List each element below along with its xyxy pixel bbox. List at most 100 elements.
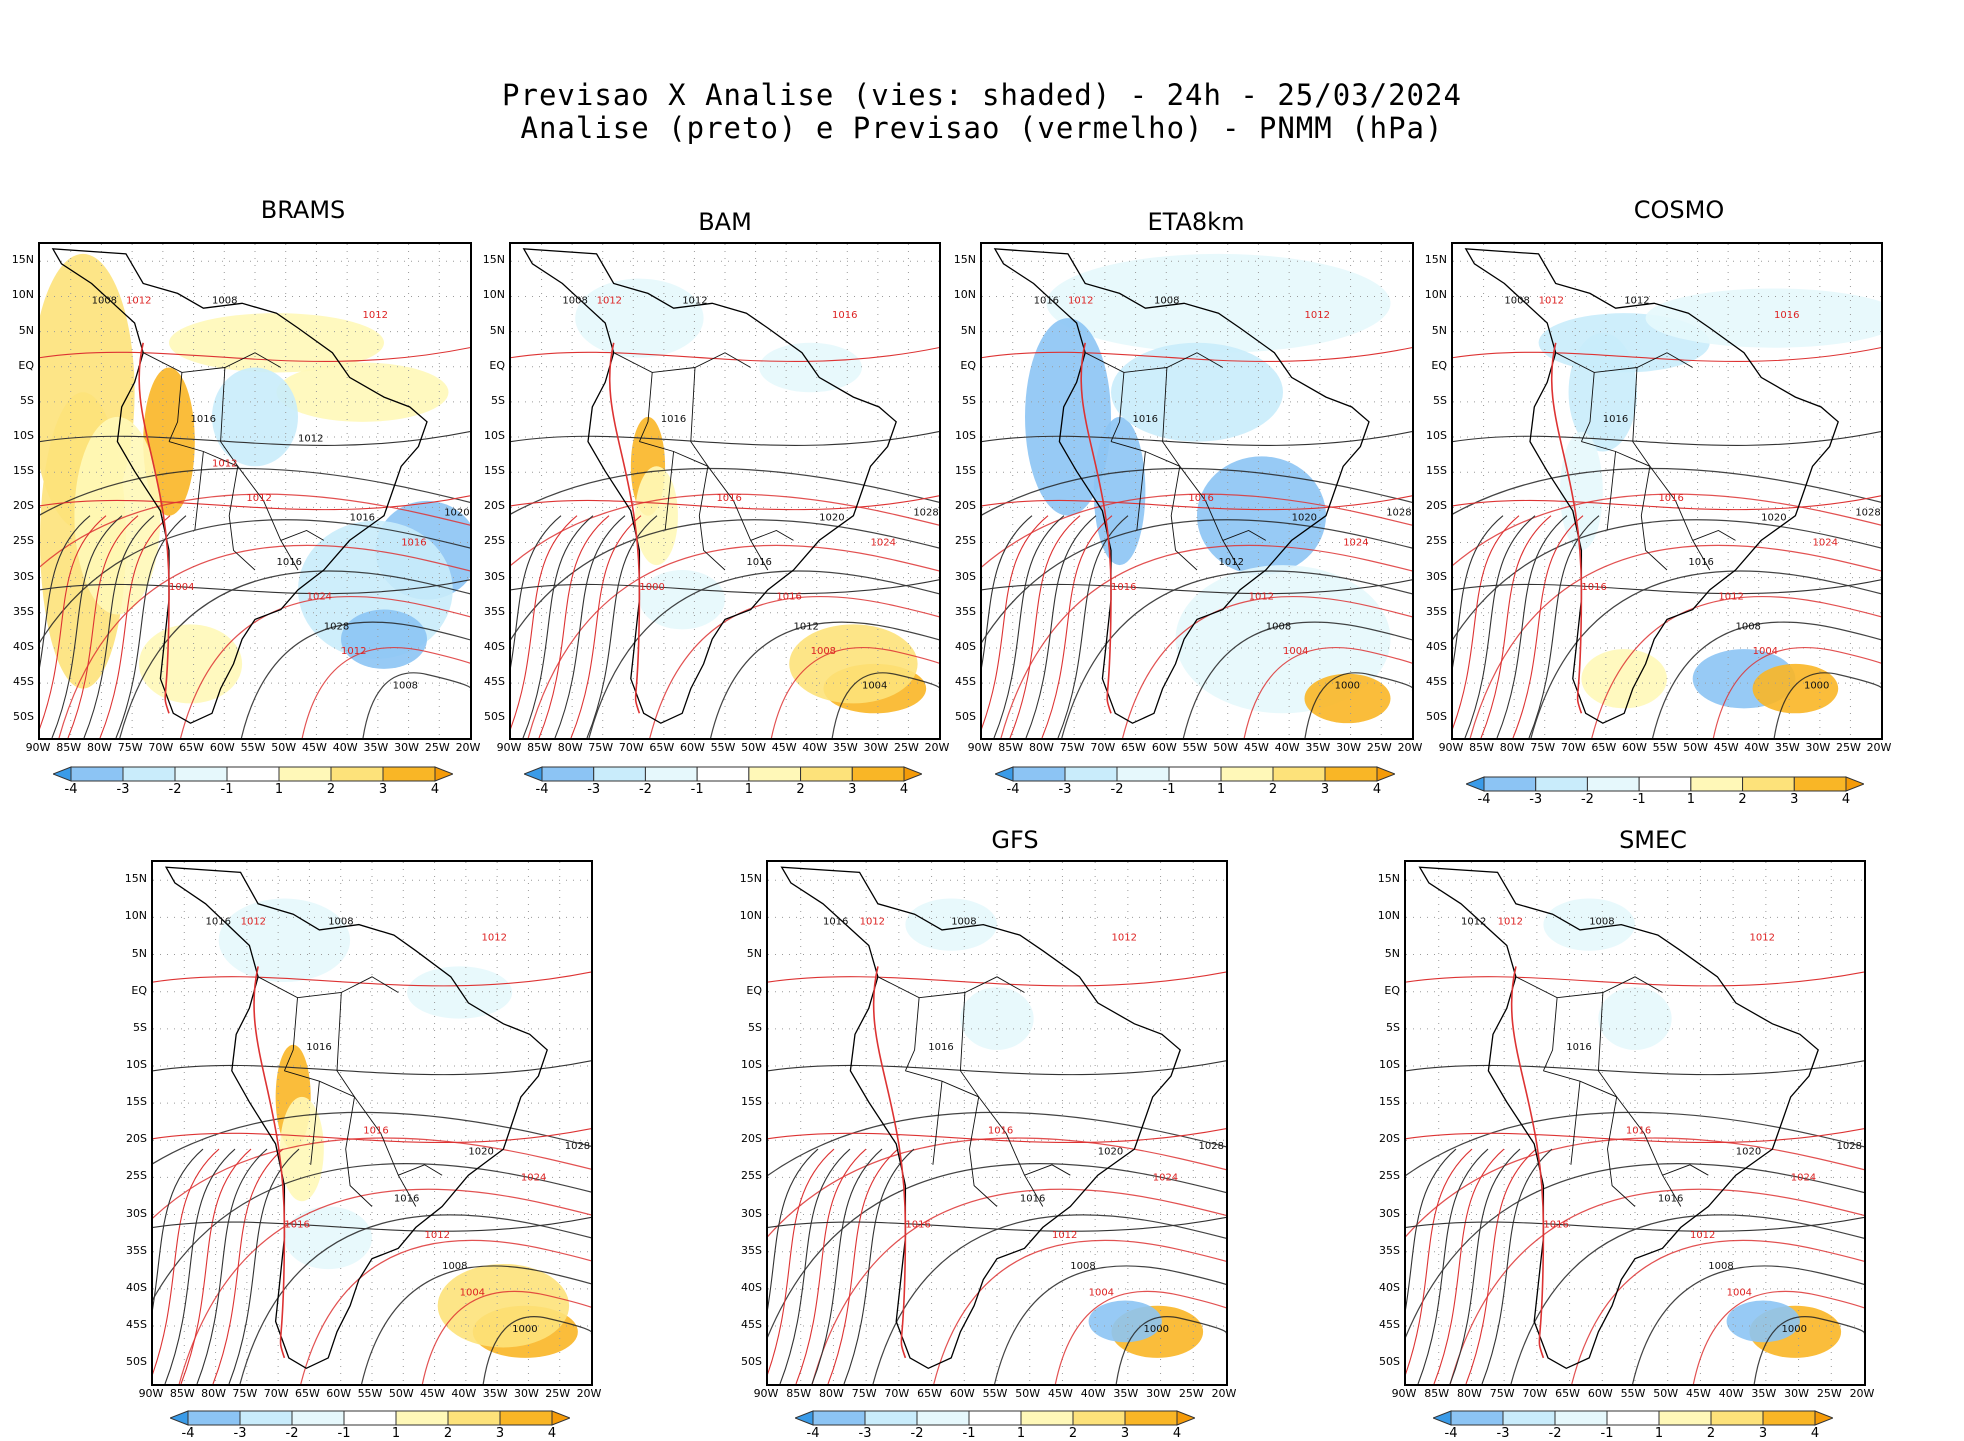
longitude-tick-label: 20W bbox=[1397, 741, 1423, 754]
latitude-tick-label: 5N bbox=[960, 323, 976, 337]
latitude-tick-label: 15N bbox=[1424, 253, 1447, 267]
latitude-tick-label: 45S bbox=[1426, 675, 1447, 689]
colorbar-arrow-right bbox=[1376, 766, 1397, 782]
longitude-tick-label: 65W bbox=[1121, 741, 1146, 754]
analysis-isobar bbox=[1182, 621, 1412, 738]
colorbar-label: 4 bbox=[547, 1426, 557, 1441]
isobar-label: 1016 bbox=[1603, 414, 1628, 425]
bias-shading bbox=[960, 987, 1034, 1050]
colorbar-segment bbox=[174, 766, 228, 782]
colorbar-arrow-left bbox=[522, 766, 543, 782]
colorbar-label: 3 bbox=[495, 1426, 505, 1441]
latitude-tick-label: EQ bbox=[131, 983, 147, 997]
forecast-isobar bbox=[1480, 515, 1552, 738]
analysis-isobar bbox=[511, 468, 939, 630]
forecast-isobar bbox=[770, 647, 939, 738]
latitude-tick-label: 45S bbox=[1379, 1317, 1400, 1331]
latitude-tick-label: 5S bbox=[962, 393, 976, 407]
analysis-isobar bbox=[1115, 1316, 1226, 1384]
coastline bbox=[51, 248, 428, 724]
isobar-label: 1016 bbox=[363, 1125, 388, 1136]
colorbar-label: -3 bbox=[1058, 782, 1072, 797]
colorbar-segment bbox=[1116, 766, 1170, 782]
isobar-label: 1004 bbox=[169, 582, 194, 593]
forecast-isobar bbox=[153, 1148, 220, 1375]
isobar-label: 1008 bbox=[1266, 621, 1291, 632]
analysis-isobar bbox=[40, 431, 470, 446]
isobar-label: 1012 bbox=[1068, 295, 1093, 306]
latitude-tick-label: 40S bbox=[126, 1280, 147, 1294]
latitude-tick-label: 45S bbox=[484, 675, 505, 689]
colorbar-segment bbox=[968, 1410, 1022, 1426]
isobar-label: 1012 bbox=[1624, 295, 1649, 306]
longitude-tick-label: 25W bbox=[1178, 1387, 1204, 1400]
colorbar bbox=[168, 1410, 572, 1430]
country-border bbox=[1543, 1070, 1682, 1207]
isobar-label: 1012 bbox=[597, 295, 622, 306]
analysis-isobar bbox=[843, 1148, 915, 1384]
analysis-isobar bbox=[40, 515, 91, 668]
longitude-tick-label: 20W bbox=[1849, 1387, 1875, 1400]
longitude-tick-label: 20W bbox=[1211, 1387, 1237, 1400]
latitude-tick-label: 15S bbox=[13, 464, 34, 478]
colorbar-segment bbox=[395, 1410, 449, 1426]
colorbar-segment bbox=[1124, 1410, 1178, 1426]
country-border bbox=[1136, 451, 1146, 531]
latitude-tick-label: 40S bbox=[13, 639, 34, 653]
latitude-tick-label: 10N bbox=[482, 288, 505, 302]
longitude-tick-label: 65W bbox=[294, 1387, 320, 1400]
isobar-label: 1000 bbox=[639, 582, 664, 593]
latitude-tick-label: 35S bbox=[955, 604, 976, 618]
map-frame: 1008 1012 1012 1016 1016 1016 1020 1024 1028 1016… bbox=[509, 242, 941, 740]
colorbar-label: -3 bbox=[233, 1426, 247, 1441]
analysis-isobar bbox=[1753, 1316, 1864, 1384]
colorbar-label: -4 bbox=[1006, 782, 1020, 797]
longitude-tick-label: 85W bbox=[1469, 741, 1494, 754]
analysis-isobar bbox=[115, 515, 187, 738]
isobar-label: 1020 bbox=[1736, 1146, 1761, 1157]
colorbar-label: 2 bbox=[1068, 1426, 1078, 1441]
colorbar-label: -3 bbox=[116, 782, 130, 797]
analysis-isobar bbox=[1453, 515, 1504, 668]
colorbar-label: 3 bbox=[1758, 1426, 1768, 1441]
latitude-tick-label: 35S bbox=[1379, 1243, 1400, 1257]
colorbar-segment bbox=[447, 1410, 501, 1426]
longitude-tick-label: 30W bbox=[1805, 741, 1831, 754]
country-border bbox=[905, 1070, 1044, 1207]
latitude-tick-label: 20S bbox=[484, 499, 505, 513]
latitude-tick-label: 5S bbox=[748, 1020, 762, 1034]
isobar-label: 1024 bbox=[1343, 537, 1368, 548]
analysis-isobar bbox=[228, 1148, 300, 1384]
longitude-tick-label: 35W bbox=[482, 1387, 508, 1400]
longitude-tick-label: 70W bbox=[1090, 741, 1116, 754]
isobar-label: 1016 bbox=[1658, 1193, 1683, 1204]
isobar-label: 1004 bbox=[460, 1287, 485, 1298]
colorbar-segment bbox=[1554, 1410, 1608, 1426]
latitude-tick-label: 15S bbox=[1379, 1095, 1400, 1109]
colorbar-label: 2 bbox=[1706, 1426, 1716, 1441]
country-border bbox=[932, 1081, 943, 1165]
longitude-tick-label: 35W bbox=[832, 741, 858, 754]
isobar-label: 1012 bbox=[1461, 917, 1486, 928]
analysis-isobar bbox=[361, 1265, 591, 1384]
latitude-tick-label: 15S bbox=[126, 1095, 147, 1109]
latitude-tick-label: EQ bbox=[1384, 983, 1400, 997]
country-border bbox=[639, 441, 769, 571]
analysis-isobar bbox=[1057, 515, 1129, 738]
longitude-tick-label: 85W bbox=[1424, 1387, 1450, 1400]
coastline bbox=[993, 248, 1370, 724]
longitude-tick-label: 45W bbox=[420, 1387, 445, 1400]
colorbar-label: -1 bbox=[1632, 792, 1646, 807]
colorbar-arrow-right bbox=[1814, 1410, 1835, 1426]
country-border bbox=[1542, 997, 1558, 1071]
latitude-tick-label: 20S bbox=[13, 499, 34, 513]
isobar-label: 1020 bbox=[1098, 1146, 1123, 1157]
forecast-isobar bbox=[301, 647, 470, 738]
colorbar-segment bbox=[1168, 766, 1222, 782]
isobar-label: 1012 bbox=[241, 917, 266, 928]
isobar-label: 1012 bbox=[1718, 592, 1743, 603]
latitude-tick-label: 40S bbox=[955, 639, 976, 653]
longitude-tick-label: 60W bbox=[1151, 741, 1177, 754]
country-border bbox=[877, 976, 1025, 999]
isobar-label: 1028 bbox=[1837, 1141, 1862, 1152]
